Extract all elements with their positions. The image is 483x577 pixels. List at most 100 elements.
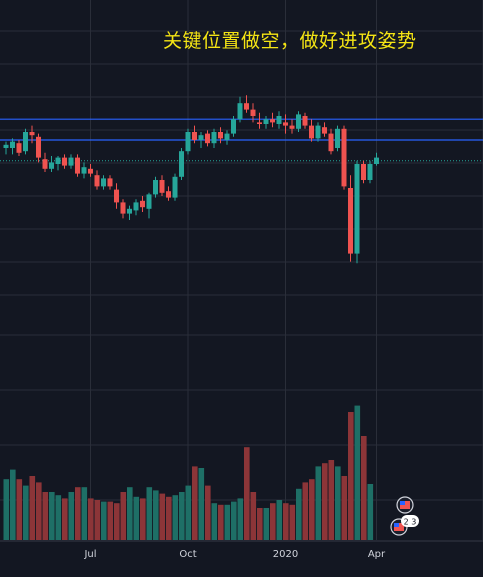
candle-body	[315, 125, 321, 139]
volume-bar	[120, 492, 127, 540]
volume-bar	[42, 492, 49, 540]
candle-body	[127, 208, 132, 214]
candle-body	[354, 164, 360, 254]
volume-bar	[172, 495, 179, 540]
candle-body	[133, 202, 139, 211]
candle-body	[153, 180, 158, 195]
candle-body	[341, 128, 347, 187]
us-flag-event-icon-canton	[394, 523, 399, 527]
volume-bar	[101, 501, 107, 540]
candle-body	[283, 122, 288, 126]
candle-body	[101, 178, 106, 187]
candle-body	[88, 168, 93, 174]
volume-bar	[224, 504, 231, 540]
x-tick-label: Oct	[179, 549, 196, 560]
volume-bar	[341, 476, 348, 540]
volume-bar	[159, 493, 166, 540]
volume-bar	[107, 501, 114, 540]
candle-body	[244, 103, 249, 110]
candle-body	[224, 133, 230, 140]
volume-bar	[23, 485, 29, 540]
volume-bar	[211, 503, 218, 540]
volume-bar	[231, 501, 237, 540]
candle-body	[322, 127, 327, 134]
volume-bar	[276, 500, 283, 540]
volume-bar	[81, 487, 88, 540]
candle-body	[250, 109, 256, 116]
candle-body	[68, 157, 74, 166]
volume-bar	[302, 482, 309, 540]
volume-bar	[10, 469, 16, 540]
volume-bar	[133, 496, 140, 540]
volume-bar	[185, 485, 192, 540]
us-flag-event-icon-canton	[400, 501, 405, 505]
volume-bar	[257, 508, 263, 540]
candle-body	[107, 178, 113, 187]
volume-bar	[283, 503, 289, 540]
candle-body	[75, 157, 80, 174]
candle-body	[29, 132, 35, 136]
candle-body	[114, 189, 119, 203]
volume-bar	[16, 479, 23, 540]
volume-bar	[309, 479, 315, 540]
event-count-text: 2 3	[404, 518, 417, 527]
candle-body	[257, 122, 262, 124]
volume-bar	[322, 463, 328, 540]
volume-bar	[315, 466, 322, 540]
x-tick-label: Apr	[368, 549, 386, 560]
volume-bar	[289, 504, 296, 540]
candle-body	[3, 144, 9, 148]
volume-bar	[153, 490, 159, 540]
candle-body	[348, 188, 353, 254]
volume-bar	[244, 447, 250, 540]
x-tick-label: 2020	[273, 549, 298, 560]
candle-body	[16, 143, 22, 153]
volume-bar	[127, 487, 133, 540]
candle-body	[159, 180, 165, 193]
candle-body	[296, 114, 301, 129]
candle-body	[237, 103, 243, 120]
candle-body	[55, 157, 61, 164]
candle-body	[374, 157, 379, 164]
volume-bar	[348, 412, 354, 540]
candle-body	[62, 157, 67, 166]
volume-bar	[263, 508, 270, 540]
volume-bar	[367, 484, 374, 540]
event-count-badge	[401, 515, 419, 527]
candle-body	[10, 141, 15, 148]
volume-bar	[36, 482, 42, 540]
volume-bar	[270, 503, 276, 540]
candle-body	[146, 194, 152, 209]
volume-bar	[218, 504, 224, 540]
candle-body	[185, 132, 191, 152]
candle-body	[140, 200, 145, 208]
volume-bar	[94, 500, 101, 540]
candle-body	[36, 136, 41, 158]
volume-bar	[328, 460, 335, 540]
volume-bar	[354, 405, 361, 540]
volume-bar	[75, 487, 81, 540]
candle-body	[198, 135, 204, 140]
volume-bar	[179, 492, 185, 540]
volume-bar	[192, 466, 198, 540]
volume-bar	[296, 488, 302, 540]
volume-bar	[49, 492, 55, 540]
volume-bar	[140, 498, 146, 540]
candle-body	[263, 119, 269, 124]
candle-body	[94, 175, 100, 187]
candle-body	[218, 132, 223, 139]
candle-body	[120, 202, 126, 214]
volume-bar	[3, 479, 10, 540]
candle-body	[205, 133, 210, 144]
candle-body	[172, 176, 178, 198]
volume-bar	[62, 498, 68, 540]
candle-body	[211, 132, 217, 144]
chart-annotation: 关键位置做空，做好进攻姿势	[163, 30, 417, 52]
volume-bar	[55, 495, 62, 540]
candle-body	[289, 125, 295, 129]
volume-bar	[205, 485, 211, 540]
candle-body	[231, 119, 236, 134]
candle-body	[166, 191, 171, 198]
